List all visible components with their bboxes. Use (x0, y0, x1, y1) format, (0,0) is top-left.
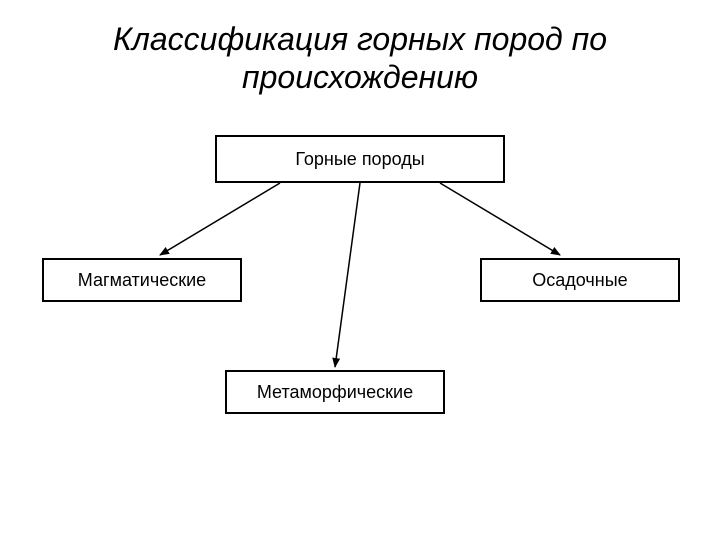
node-root: Горные породы (215, 135, 505, 183)
node-right: Осадочные (480, 258, 680, 302)
node-left: Магматические (42, 258, 242, 302)
node-bottom: Метаморфические (225, 370, 445, 414)
node-root-label: Горные породы (295, 149, 424, 170)
edge-root-right (440, 183, 560, 255)
edge-root-left (160, 183, 280, 255)
diagram-title: Классификация горных пород по происхожде… (0, 20, 720, 97)
node-right-label: Осадочные (532, 270, 627, 291)
edge-root-bottom (335, 183, 360, 367)
node-left-label: Магматические (78, 270, 206, 291)
node-bottom-label: Метаморфические (257, 382, 413, 403)
